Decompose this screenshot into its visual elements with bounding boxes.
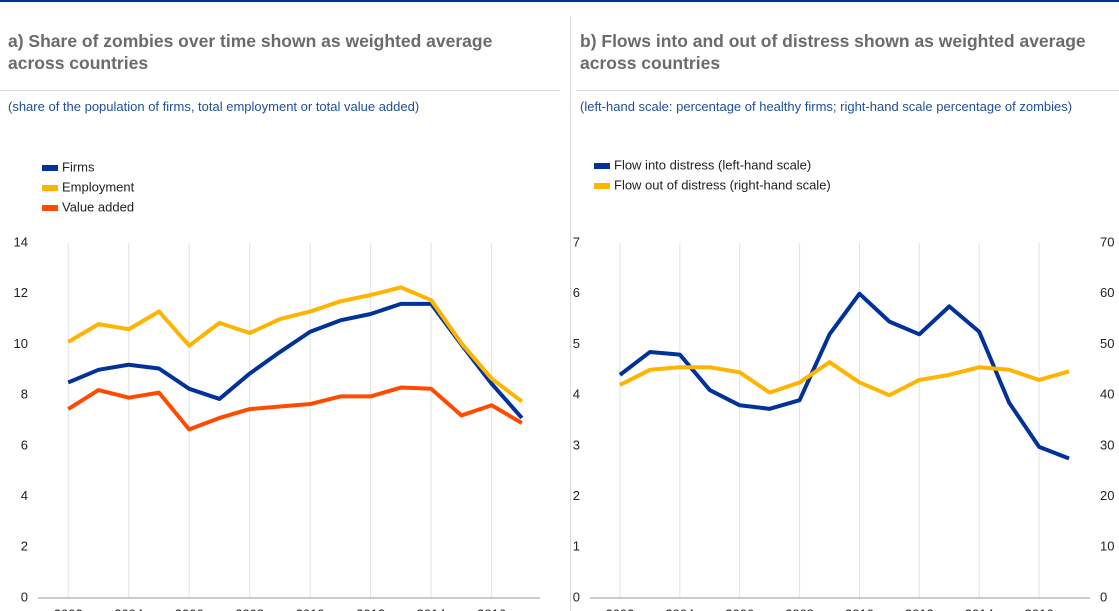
y-tick-label: 4: [21, 488, 28, 503]
y-tick-label: 8: [21, 387, 28, 402]
y-tick-label: 10: [14, 336, 28, 351]
panel-title: a) Share of zombies over time shown as w…: [8, 31, 493, 73]
y2-tick-label: 10: [1100, 539, 1114, 554]
legend-label: Flow into distress (left-hand scale): [614, 157, 811, 172]
panel-subtitle: (left-hand scale: percentage of healthy …: [580, 99, 1073, 114]
x-tick-label: 2016: [477, 606, 506, 611]
y-tick-label: 6: [21, 437, 28, 452]
line: [67, 301, 524, 420]
x-tick-label: 2008: [785, 606, 814, 611]
y2-tick-label: 40: [1100, 387, 1114, 402]
legend-swatch: [42, 165, 58, 171]
x-tick-label: 2006: [175, 606, 204, 611]
y-tick-label: 3: [573, 437, 580, 452]
y-tick-label: 0: [21, 589, 28, 604]
y-tick-label: 1: [573, 539, 580, 554]
x-tick-label: 2014: [965, 606, 994, 611]
x-tick-label: 2002: [605, 606, 634, 611]
y2-tick-label: 30: [1100, 437, 1114, 452]
top-rule: [0, 0, 1119, 2]
x-tick-label: 2014: [417, 606, 446, 611]
panel-subtitle: (share of the population of firms, total…: [8, 99, 420, 114]
legend-label: Value added: [62, 199, 134, 214]
x-tick-label: 2004: [665, 606, 694, 611]
x-tick-label: 2012: [905, 606, 934, 611]
legend-swatch: [42, 205, 58, 211]
y-tick-label: 6: [573, 285, 580, 300]
line: [67, 285, 524, 404]
x-tick-label: 2006: [725, 606, 754, 611]
y2-tick-label: 50: [1100, 336, 1114, 351]
y2-tick-label: 60: [1100, 285, 1114, 300]
x-tick-label: 2010: [296, 606, 325, 611]
legend-label: Employment: [62, 179, 135, 194]
legend-label: Firms: [62, 159, 95, 174]
divider: [570, 16, 571, 611]
legend-label: Flow out of distress (right-hand scale): [614, 177, 831, 192]
legend-swatch: [42, 185, 58, 191]
x-tick-label: 2012: [356, 606, 385, 611]
x-tick-label: 2010: [845, 606, 874, 611]
y-tick-label: 7: [573, 234, 580, 249]
y-tick-label: 5: [573, 336, 580, 351]
title-rule: [0, 90, 560, 91]
y-tick-label: 14: [14, 234, 28, 249]
x-tick-label: 2016: [1025, 606, 1054, 611]
title-rule: [576, 90, 1119, 91]
line: [619, 360, 1070, 398]
x-tick-label: 2004: [114, 606, 143, 611]
panel-title: b) Flows into and out of distress shown …: [580, 31, 1086, 73]
y-tick-label: 12: [14, 285, 28, 300]
x-tick-label: 2002: [54, 606, 83, 611]
legend-swatch: [594, 183, 610, 189]
y-tick-label: 2: [21, 539, 28, 554]
y-tick-label: 0: [573, 589, 580, 604]
line: [67, 385, 523, 432]
y2-tick-label: 20: [1100, 488, 1114, 503]
y2-tick-label: 70: [1100, 234, 1114, 249]
y2-tick-label: 0: [1100, 589, 1107, 604]
x-tick-label: 2008: [235, 606, 264, 611]
line: [618, 291, 1070, 461]
y-tick-label: 4: [573, 387, 580, 402]
legend-swatch: [594, 163, 610, 169]
y-tick-label: 2: [573, 488, 580, 503]
